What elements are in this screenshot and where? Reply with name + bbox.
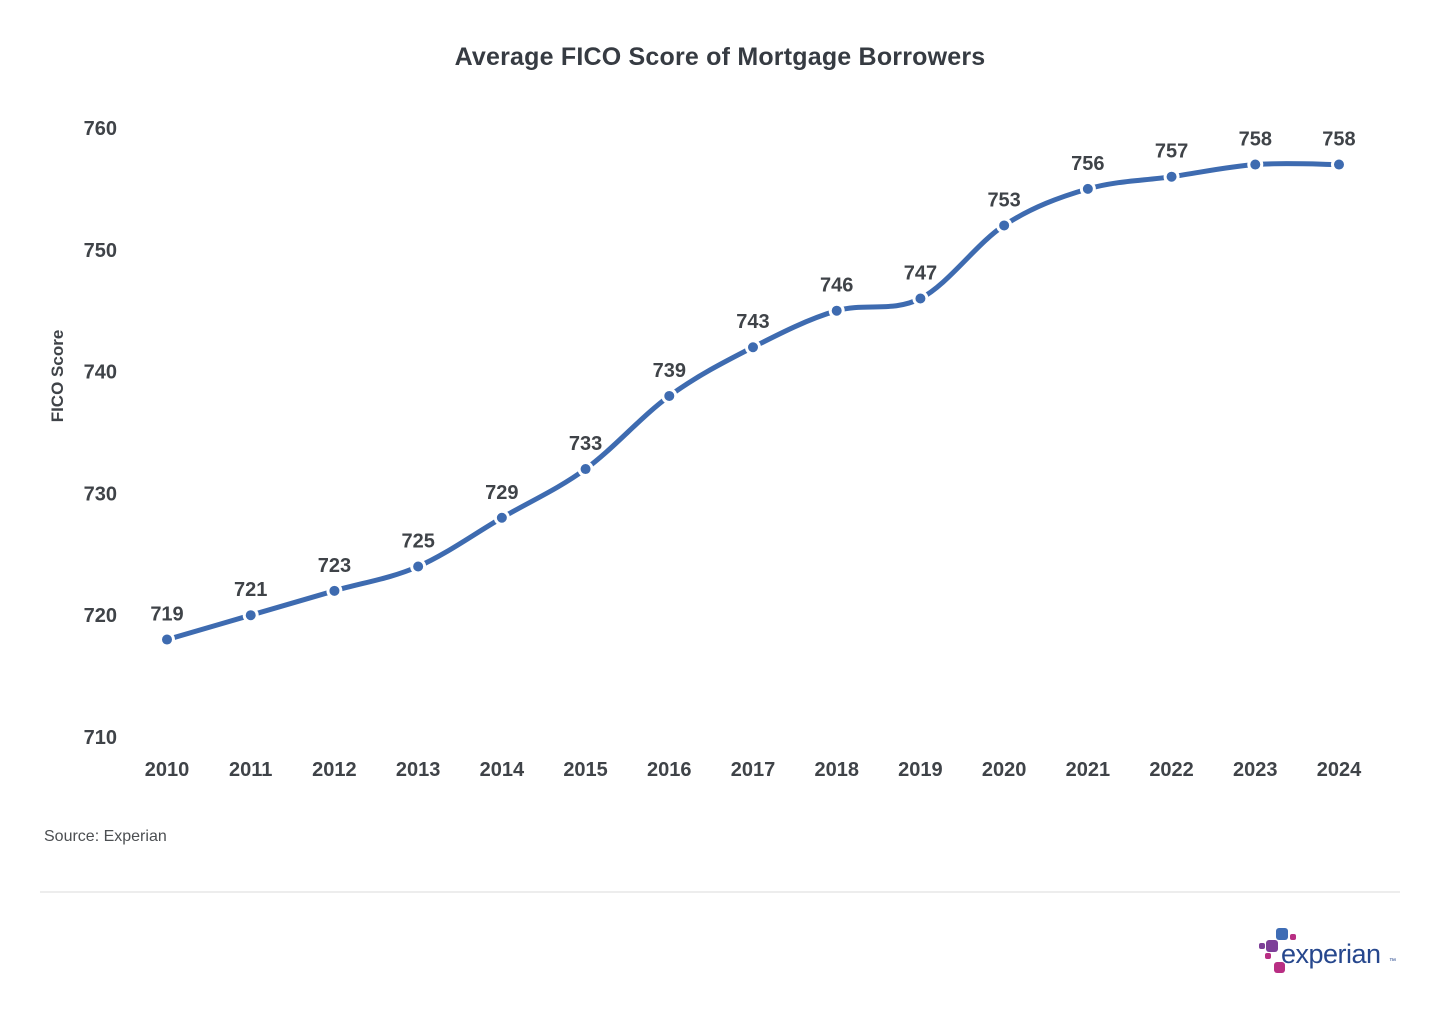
data-point-2012 (326, 582, 343, 599)
data-point-2016 (661, 387, 678, 404)
x-tick-2021: 2021 (1066, 759, 1111, 781)
source-note: Source: Experian (44, 828, 167, 845)
logo-block-blue-icon (1276, 928, 1288, 940)
data-point-2020 (996, 217, 1013, 234)
y-tick-750: 750 (84, 240, 117, 262)
data-point-2014 (493, 509, 510, 526)
x-tick-2022: 2022 (1149, 759, 1194, 781)
data-label-2011: 721 (234, 579, 267, 601)
experian-wordmark: experian (1281, 939, 1381, 969)
logo-dot-magenta-icon (1290, 934, 1296, 940)
data-label-2017: 743 (736, 311, 769, 333)
data-label-2015: 733 (569, 433, 602, 455)
y-tick-740: 740 (84, 362, 117, 384)
trademark-symbol: ™ (1389, 958, 1396, 965)
data-point-2024 (1330, 156, 1347, 173)
y-tick-710: 710 (84, 727, 117, 749)
x-tick-2012: 2012 (312, 759, 357, 781)
x-tick-2010: 2010 (145, 759, 190, 781)
data-point-2010 (159, 631, 175, 648)
y-tick-730: 730 (84, 483, 117, 505)
x-tick-2018: 2018 (814, 759, 859, 781)
data-point-2015 (577, 461, 594, 478)
x-tick-2011: 2011 (229, 759, 272, 781)
chart-title: Average FICO Score of Mortgage Borrowers (454, 43, 986, 71)
y-tick-760: 760 (84, 118, 117, 140)
data-label-2012: 723 (318, 555, 351, 577)
logo-dot-magenta-2-icon (1265, 953, 1271, 959)
logo-block-purple-icon (1266, 940, 1278, 952)
logo-dot-purple-icon (1259, 943, 1265, 949)
data-label-2013: 725 (401, 530, 434, 552)
data-label-2023: 758 (1239, 129, 1272, 151)
x-tick-2019: 2019 (898, 759, 943, 781)
data-point-2019 (912, 290, 929, 307)
x-tick-2015: 2015 (563, 759, 608, 781)
x-tick-2014: 2014 (480, 759, 525, 781)
data-point-2018 (828, 302, 845, 319)
data-point-2013 (410, 558, 427, 575)
data-point-2023 (1247, 156, 1264, 173)
fico-line-chart: 710 720 730 740 750 760 FICO Score 2010 2011 2012… (48, 118, 1362, 781)
x-tick-2013: 2013 (396, 759, 441, 781)
divider (40, 891, 1400, 893)
data-point-2017 (744, 339, 761, 356)
x-tick-2024: 2024 (1317, 759, 1362, 781)
logo-block-magenta-icon (1274, 962, 1285, 973)
experian-logo: experian ™ (1256, 921, 1408, 983)
data-label-2020: 753 (987, 189, 1020, 211)
data-point-2011 (242, 607, 259, 624)
data-label-2018: 746 (820, 275, 853, 297)
x-tick-2016: 2016 (647, 759, 692, 781)
data-point-2022 (1163, 168, 1180, 185)
data-label-2010: 719 (150, 604, 183, 626)
data-label-2019: 747 (904, 263, 937, 285)
x-tick-2023: 2023 (1233, 759, 1278, 781)
data-label-2024: 758 (1322, 129, 1355, 151)
data-label-2016: 739 (653, 360, 686, 382)
x-tick-2020: 2020 (982, 759, 1027, 781)
y-tick-720: 720 (84, 605, 117, 627)
data-point-2021 (1079, 180, 1096, 197)
data-label-2021: 756 (1071, 153, 1104, 175)
x-tick-2017: 2017 (731, 759, 776, 781)
data-label-2022: 757 (1155, 141, 1188, 163)
data-label-2014: 729 (485, 482, 518, 504)
y-axis-title: FICO Score (48, 330, 67, 423)
